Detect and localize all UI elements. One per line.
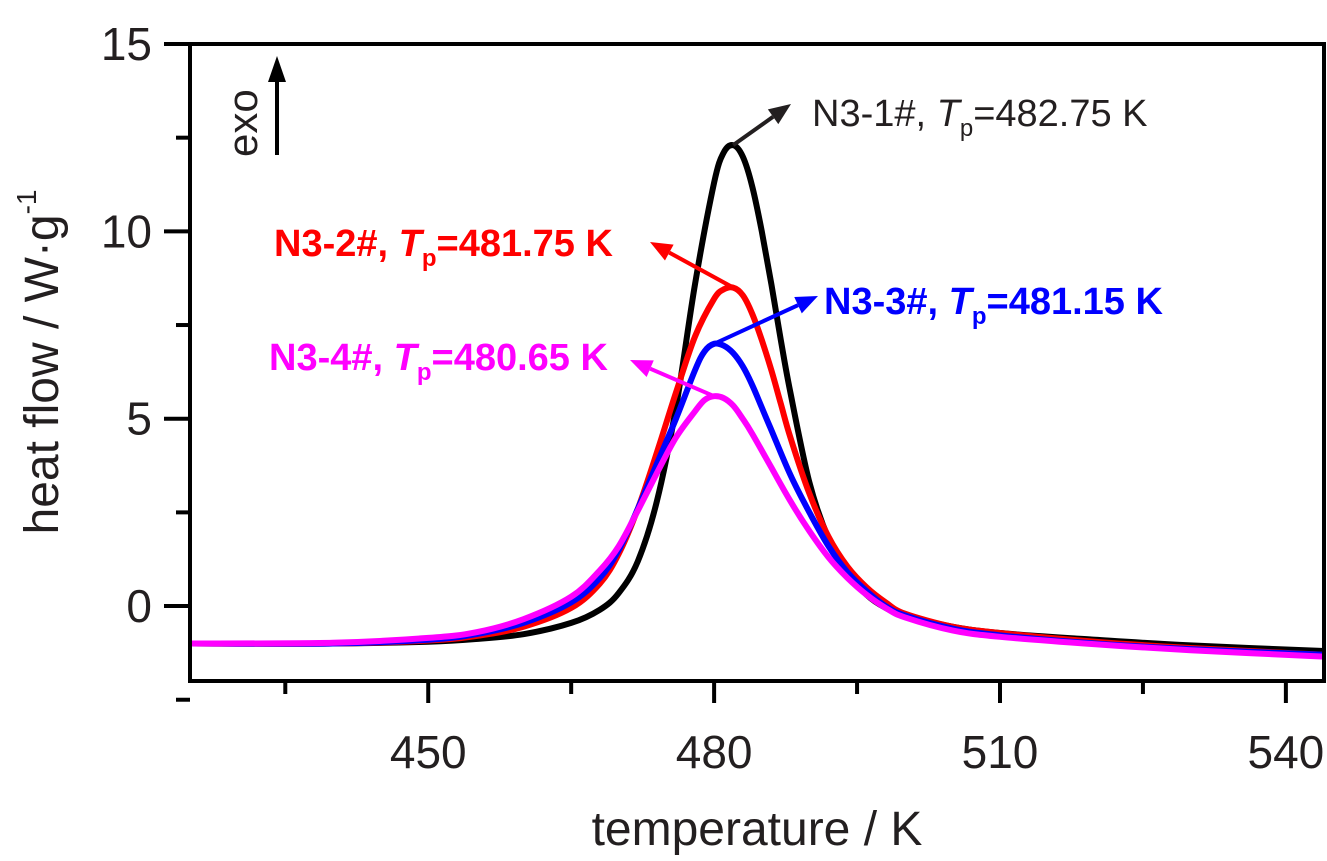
annotation-subscript: p xyxy=(417,359,432,386)
series-line-3 xyxy=(189,340,1325,658)
annotation-value: =482.75 K xyxy=(973,93,1147,135)
series-line-4 xyxy=(189,393,1325,660)
annotation-background xyxy=(808,84,1180,140)
annotation-arrowhead-icon xyxy=(767,104,791,125)
y-axis-title-sup: -1 xyxy=(11,189,42,214)
plot-frame xyxy=(188,42,1326,683)
annotation-value: =480.65 K xyxy=(432,337,609,379)
annotation-arrow-shaft xyxy=(713,303,799,346)
annotation-subscript: p xyxy=(960,115,973,142)
annotation-symbol: T xyxy=(394,337,420,379)
annotation-prefix: N3-4#, xyxy=(269,337,394,379)
annotation-prefix: N3-2#, xyxy=(274,223,399,265)
annotation-symbol: T xyxy=(399,223,425,265)
annotation-arrowhead-icon xyxy=(794,296,818,314)
x-tick-label: 510 xyxy=(962,726,1039,778)
x-tick-label: 450 xyxy=(390,726,467,778)
annotation-subscript: p xyxy=(422,245,437,272)
annotation-2: N3-2#, Tp=481.75 K xyxy=(270,214,735,290)
y-axis-title: heat flow / W·g-1 xyxy=(11,189,69,534)
annotation-arrowhead-icon xyxy=(630,360,654,377)
annotation-arrowhead-icon xyxy=(650,242,674,261)
exo-arrow-head-icon xyxy=(268,56,286,82)
svg-text:heat flow / W·g-1: heat flow / W·g-1 xyxy=(11,189,69,534)
ticks-layer xyxy=(164,42,1288,703)
annotation-symbol: T xyxy=(937,93,963,135)
annotation-subscript: p xyxy=(972,303,987,330)
series-layer xyxy=(189,142,1325,660)
x-tick-label: 480 xyxy=(676,726,753,778)
y-tick-label: 15 xyxy=(101,18,152,70)
annotation-4: N3-4#, Tp=480.65 K xyxy=(265,330,715,399)
annotation-text: N3-4#, Tp=480.65 K xyxy=(269,337,608,386)
y-tick-label: 5 xyxy=(126,393,152,445)
annotation-symbol: T xyxy=(949,281,975,323)
annotation-prefix: N3-1#, xyxy=(812,93,937,135)
annotation-background xyxy=(270,214,642,270)
annotation-text: N3-1#, Tp=482.75 K xyxy=(812,93,1148,142)
annotation-arrow-shaft xyxy=(668,250,735,290)
x-axis-title-text: temperature / K xyxy=(592,803,923,856)
exo-label: exo xyxy=(219,89,266,157)
annotation-value: =481.75 K xyxy=(437,223,614,265)
annotation-prefix: N3-3#, xyxy=(824,281,949,323)
annotation-1: N3-1#, Tp=482.75 K xyxy=(732,84,1180,147)
annotations-layer: N3-1#, Tp=482.75 KN3-2#, Tp=481.75 KN3-3… xyxy=(265,84,1192,399)
y-tick-label: 0 xyxy=(126,580,152,632)
annotation-arrow-shaft xyxy=(732,115,775,147)
exo-marker: exo xyxy=(219,56,286,157)
annotation-background xyxy=(820,274,1192,330)
y-axis-title-text: heat flow / W·g xyxy=(16,214,69,534)
x-axis-title: temperature / K xyxy=(592,803,923,856)
annotation-text: N3-2#, Tp=481.75 K xyxy=(274,223,613,272)
annotation-background xyxy=(265,330,637,386)
x-tick-label: 540 xyxy=(1248,726,1325,778)
annotation-value: =481.15 K xyxy=(987,281,1164,323)
y-tick-label: 10 xyxy=(101,205,152,257)
annotation-3: N3-3#, Tp=481.15 K xyxy=(713,274,1192,346)
annotation-text: N3-3#, Tp=481.15 K xyxy=(824,281,1163,330)
annotation-arrow-shaft xyxy=(649,366,715,399)
